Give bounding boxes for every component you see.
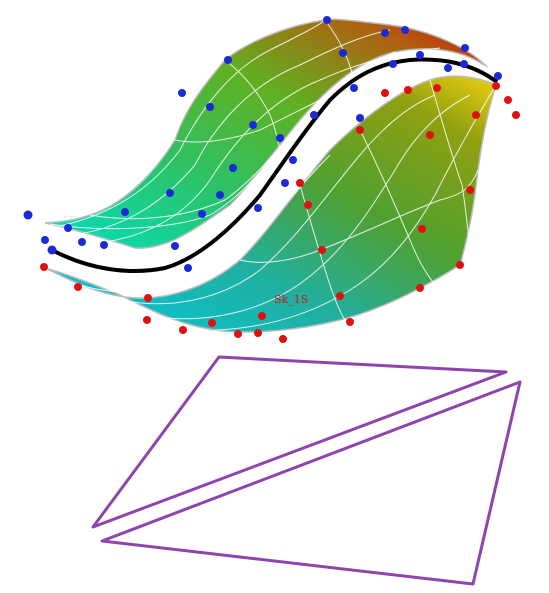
control-point-icon[interactable] — [254, 329, 262, 337]
control-point-icon[interactable] — [258, 312, 266, 320]
projection-frames[interactable] — [91, 355, 522, 586]
control-point-icon[interactable] — [64, 224, 72, 232]
control-point-icon[interactable] — [404, 86, 412, 94]
control-point-icon[interactable] — [381, 29, 389, 37]
upper-projection-frame[interactable] — [91, 355, 508, 529]
control-point-icon[interactable] — [143, 316, 151, 324]
control-point-icon[interactable] — [381, 89, 389, 97]
control-point-icon[interactable] — [318, 246, 326, 254]
control-point-icon[interactable] — [416, 51, 424, 59]
control-point-icon[interactable] — [356, 114, 364, 122]
control-point-icon[interactable] — [356, 126, 364, 134]
upper-control-points[interactable] — [23, 16, 503, 272]
control-point-icon[interactable] — [184, 264, 192, 272]
lower-surface[interactable]: Sk_1S — [44, 75, 497, 333]
control-point-icon[interactable] — [492, 82, 500, 90]
lower-projection-frame[interactable] — [100, 380, 522, 586]
control-point-icon[interactable] — [426, 131, 434, 139]
control-point-icon[interactable] — [208, 319, 216, 327]
control-point-icon[interactable] — [346, 318, 354, 326]
lower-isoparms — [79, 79, 497, 331]
control-point-icon[interactable] — [276, 134, 284, 142]
control-point-icon[interactable] — [460, 60, 468, 68]
control-point-icon[interactable] — [166, 189, 174, 197]
control-point-icon[interactable] — [350, 84, 358, 92]
control-point-icon[interactable] — [494, 72, 502, 80]
control-point-icon[interactable] — [179, 326, 187, 334]
control-point-icon[interactable] — [74, 283, 82, 291]
control-point-icon[interactable] — [279, 335, 287, 343]
control-point-icon[interactable] — [310, 111, 318, 119]
control-point-icon[interactable] — [216, 191, 224, 199]
control-point-icon[interactable] — [40, 263, 48, 271]
control-point-icon[interactable] — [224, 56, 232, 64]
control-point-icon[interactable] — [461, 44, 469, 52]
control-point-icon[interactable] — [178, 89, 186, 97]
lower-surface-patch[interactable] — [44, 75, 497, 333]
control-point-icon[interactable] — [304, 201, 312, 209]
control-point-icon[interactable] — [504, 96, 512, 104]
control-point-icon[interactable] — [41, 236, 49, 244]
blend-curve[interactable] — [51, 57, 499, 273]
control-point-icon[interactable] — [234, 330, 242, 338]
control-point-icon[interactable] — [100, 241, 108, 249]
control-point-icon[interactable] — [336, 292, 344, 300]
control-point-icon[interactable] — [23, 210, 33, 220]
control-point-icon[interactable] — [472, 111, 480, 119]
control-point-icon[interactable] — [171, 242, 179, 250]
upper-surface-patch[interactable] — [44, 18, 489, 249]
control-point-icon[interactable] — [198, 210, 206, 218]
control-point-icon[interactable] — [281, 179, 289, 187]
control-point-icon[interactable] — [254, 204, 262, 212]
control-point-icon[interactable] — [416, 284, 424, 292]
control-point-icon[interactable] — [401, 26, 409, 34]
control-point-icon[interactable] — [444, 64, 452, 72]
control-point-icon[interactable] — [289, 156, 297, 164]
control-point-icon[interactable] — [249, 121, 257, 129]
control-point-icon[interactable] — [296, 179, 304, 187]
surface-label: Sk_1S — [274, 293, 308, 306]
control-point-icon[interactable] — [323, 16, 331, 24]
control-point-icon[interactable] — [121, 208, 129, 216]
control-point-icon[interactable] — [456, 261, 464, 269]
control-point-icon[interactable] — [512, 111, 520, 119]
lower-control-points[interactable] — [40, 82, 520, 343]
control-point-icon[interactable] — [229, 164, 237, 172]
control-point-icon[interactable] — [206, 103, 214, 111]
control-point-icon[interactable] — [389, 60, 397, 68]
control-point-icon[interactable] — [144, 294, 152, 302]
control-point-icon[interactable] — [339, 49, 347, 57]
control-point-icon[interactable] — [433, 84, 441, 92]
control-point-icon[interactable] — [47, 245, 57, 255]
upper-surface[interactable] — [44, 18, 489, 249]
control-point-icon[interactable] — [78, 238, 86, 246]
control-point-icon[interactable] — [466, 186, 474, 194]
control-point-icon[interactable] — [418, 225, 426, 233]
